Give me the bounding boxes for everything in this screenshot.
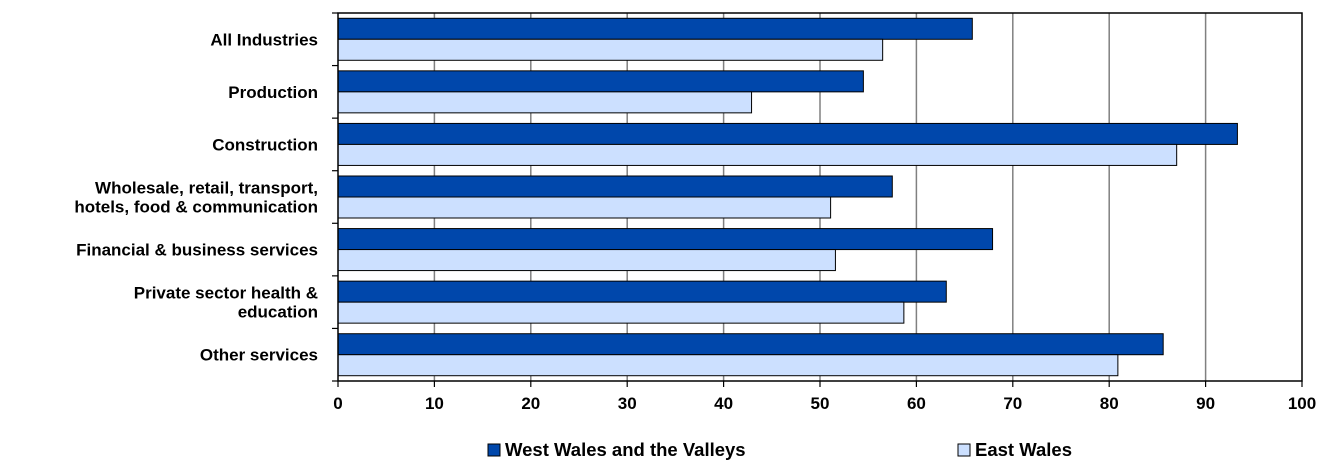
x-tick-labels: 0 10 20 30 40 50 60 70 80 90 100: [333, 394, 1316, 413]
category-label: Other services: [200, 346, 318, 365]
x-tick-label: 40: [714, 394, 733, 413]
category-label: All Industries: [210, 30, 318, 49]
x-tick-label: 60: [907, 394, 926, 413]
bar: [337, 91, 753, 114]
x-tick-label: 80: [1100, 394, 1119, 413]
bar: [337, 280, 947, 303]
legend: West Wales and the Valleys East Wales: [487, 439, 1072, 460]
bar: [337, 228, 994, 251]
x-tick-label: 90: [1196, 394, 1215, 413]
bar: [337, 175, 893, 198]
x-tick-label: 30: [618, 394, 637, 413]
bar: [337, 354, 1119, 377]
x-tick-label: 0: [333, 394, 342, 413]
plot-frame: [337, 12, 1303, 382]
legend-swatch: [487, 443, 501, 457]
category-label: hotels, food & communication: [74, 198, 318, 217]
legend-swatch: [957, 443, 971, 457]
x-tick-label: 70: [1003, 394, 1022, 413]
x-tick-label: 100: [1288, 394, 1316, 413]
category-label: Construction: [212, 135, 318, 154]
category-label: Production: [228, 83, 318, 102]
bar: [337, 70, 864, 93]
category-labels: All Industries Production Construction Whol…: [74, 30, 318, 364]
bars: [337, 17, 1238, 377]
x-tick-label: 10: [425, 394, 444, 413]
bar: [337, 122, 1238, 145]
legend-label: East Wales: [975, 439, 1072, 460]
bar: [337, 143, 1178, 166]
bar: [337, 249, 836, 272]
category-label: Private sector health &: [134, 284, 318, 303]
category-label: education: [238, 303, 318, 322]
category-label: Financial & business services: [76, 241, 318, 260]
bar: [337, 17, 973, 40]
x-tick-label: 50: [811, 394, 830, 413]
bar: [337, 333, 1164, 356]
x-tick-label: 20: [521, 394, 540, 413]
legend-label: West Wales and the Valleys: [505, 439, 746, 460]
category-label: Wholesale, retail, transport,: [95, 179, 318, 198]
bar: [337, 301, 905, 324]
bar: [337, 38, 884, 61]
bar: [337, 196, 832, 219]
axes: [332, 12, 1303, 387]
